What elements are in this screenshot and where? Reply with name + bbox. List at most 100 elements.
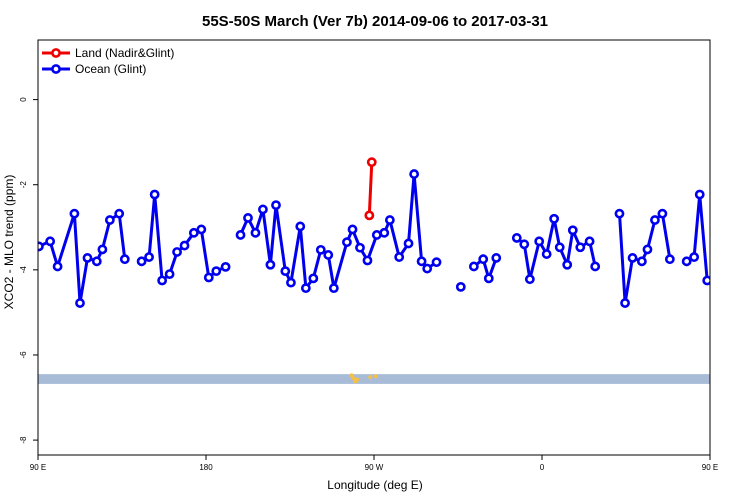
- x-tick-label-4: 90 E: [702, 463, 718, 472]
- series-1-point-5-5: [549, 213, 560, 224]
- series-0-point-0-1: [366, 157, 377, 168]
- legend-marker-1: [51, 64, 61, 74]
- series-1-point-1-2: [149, 189, 160, 200]
- y-tick-label-1: -2: [19, 181, 28, 189]
- band-land-mark-1: [351, 376, 356, 381]
- series-1-point-2-16: [355, 242, 365, 253]
- series-1-point-5-10: [584, 236, 595, 247]
- y-tick-label-4: -8: [19, 436, 28, 444]
- series-1-point-7-0: [681, 256, 692, 267]
- series-1-point-7-2: [694, 189, 705, 200]
- series-1-point-2-2: [250, 227, 261, 238]
- series-1-line-0: [38, 212, 127, 305]
- latitude-band-strip: [38, 373, 710, 384]
- series-1-point-2-13: [328, 283, 339, 294]
- band-land-mark-3: [355, 377, 360, 382]
- series-1-point-2-4: [265, 259, 276, 270]
- series-1-point-0-10: [119, 254, 130, 265]
- y-tick-label-3: -6: [19, 351, 28, 359]
- series-1-point-2-19: [379, 227, 390, 238]
- series-1-point-6-2: [627, 253, 638, 263]
- series-1-point-6-5: [650, 215, 660, 225]
- x-tick-label-2: 90 W: [365, 463, 384, 472]
- series-1-point-2-1: [243, 213, 253, 223]
- series-1-point-1-11: [220, 261, 231, 272]
- series-1-point-0-0: [38, 241, 44, 252]
- series-1-point-1-3: [157, 275, 168, 286]
- x-axis-label: Longitude (deg E): [327, 478, 422, 492]
- series-1-point-5-6: [554, 242, 565, 253]
- legend-marker-0: [51, 48, 61, 58]
- series-1-point-2-25: [422, 263, 433, 274]
- series-1-point-1-8: [196, 224, 207, 235]
- series-1-point-7-4: [709, 272, 710, 276]
- series-1-point-6-6: [657, 208, 668, 219]
- series-1-point-2-3: [258, 204, 268, 215]
- series-1-point-1-10: [211, 266, 222, 277]
- series-1-point-3-0: [455, 281, 466, 292]
- series-1-point-1-4: [164, 269, 175, 280]
- band-rect: [38, 374, 710, 384]
- series-1-point-2-20: [384, 215, 395, 225]
- legend-label-0: Land (Nadir&Glint): [75, 46, 174, 60]
- series-1-point-5-7: [562, 259, 573, 270]
- series-0-point-0-0: [364, 210, 375, 221]
- series-1-point-5-2: [524, 274, 535, 285]
- x-tick-label-3: 0: [540, 463, 545, 472]
- series-1-point-0-3: [69, 208, 80, 219]
- series-1-point-6-4: [642, 244, 653, 255]
- series-1-point-1-1: [144, 252, 154, 262]
- series-1-point-2-24: [416, 256, 427, 267]
- chart-title: 55S-50S March (Ver 7b) 2014-09-06 to 201…: [202, 13, 548, 30]
- series-1-point-2-17: [362, 255, 373, 266]
- series-1-point-5-9: [575, 242, 586, 253]
- series-1-point-0-8: [104, 215, 115, 225]
- y-tick-label-0: 0: [19, 97, 28, 102]
- series-1-point-2-7: [286, 277, 296, 288]
- series-1-point-2-11: [315, 244, 326, 255]
- series-1-point-5-3: [534, 236, 545, 247]
- series-1-point-2-21: [394, 252, 405, 262]
- series-points: [38, 157, 710, 308]
- series-1-point-2-14: [342, 237, 352, 248]
- series-1-point-5-1: [519, 239, 530, 250]
- series-1-point-2-12: [323, 250, 334, 260]
- series-1-point-1-5: [172, 247, 182, 257]
- series-1-point-2-8: [295, 221, 306, 232]
- series-1-point-7-1: [689, 252, 700, 262]
- series-1-point-0-5: [82, 253, 93, 263]
- y-tick-label-2: -4: [19, 266, 28, 274]
- series-1-point-0-6: [91, 256, 102, 267]
- x-tick-label-1: 180: [199, 463, 213, 472]
- series-1-point-4-1: [478, 254, 489, 265]
- band-land-mark-5: [373, 374, 378, 379]
- series-1-point-4-0: [468, 261, 479, 272]
- series-1-point-2-18: [371, 230, 382, 240]
- series-1-line-4: [472, 257, 498, 280]
- series-1-point-2-0: [235, 230, 246, 240]
- series-1-point-0-4: [75, 298, 85, 308]
- series-1-point-6-7: [664, 254, 675, 265]
- series-1-point-0-7: [97, 244, 108, 255]
- legend-label-1: Ocean (Glint): [75, 62, 146, 76]
- series-0-line-0: [367, 162, 374, 216]
- band-land-mark-0: [349, 373, 354, 378]
- series-1-line-2: [239, 172, 438, 290]
- series-1-point-5-11: [590, 261, 601, 272]
- series-1-point-2-5: [271, 200, 281, 211]
- plot-frame: [37, 39, 711, 456]
- series-1-point-2-23: [409, 169, 420, 179]
- series-1-point-6-3: [636, 256, 647, 267]
- series-1-point-2-15: [347, 224, 358, 235]
- series-1-point-2-22: [403, 238, 414, 249]
- series-1-point-6-1: [620, 298, 630, 308]
- series-1-point-2-10: [308, 273, 319, 284]
- series-1-point-2-9: [300, 283, 311, 294]
- series-1-point-1-9: [203, 272, 214, 283]
- series-1-point-0-2: [52, 261, 63, 272]
- y-axis-label: XCO2 - MLO trend (ppm): [2, 175, 16, 310]
- series-1-point-4-3: [491, 253, 502, 263]
- x-tick-label-0: 90 E: [30, 463, 46, 472]
- band-land-mark-4: [368, 375, 373, 380]
